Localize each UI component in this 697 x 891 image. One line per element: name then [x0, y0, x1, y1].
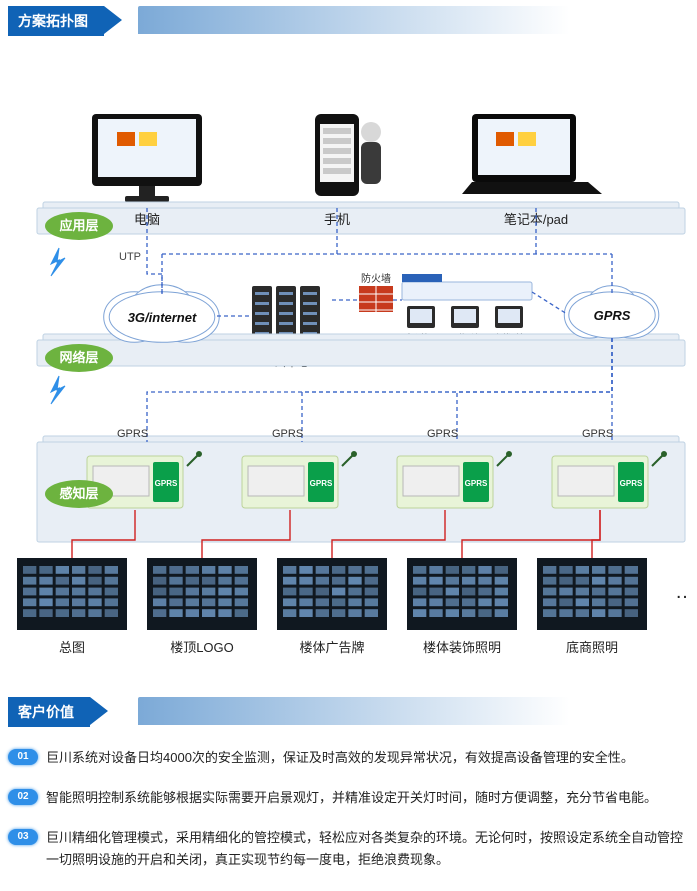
value-text: 巨川系统对设备日均4000次的安全监测，保证及时高效的发现异常状况，有效提高设备… [46, 747, 634, 769]
svg-text:…: … [675, 581, 690, 603]
customer-value-list: 01 巨川系统对设备日均4000次的安全监测，保证及时高效的发现异常状况，有效提高… [8, 747, 689, 871]
svg-text:3G/internet: 3G/internet [128, 310, 197, 325]
value-item: 03 巨川精细化管理模式，采用精细化的管控模式，轻松应对各类复杂的环境。无论何时，… [8, 827, 689, 871]
svg-text:GPRS: GPRS [594, 308, 631, 323]
section-header-topology: 方案拓扑图 [8, 6, 697, 38]
svg-text:GPRS: GPRS [117, 428, 148, 440]
value-index-badge: 01 [8, 749, 38, 765]
svg-text:GPRS: GPRS [310, 479, 333, 488]
svg-text:GPRS: GPRS [427, 428, 458, 440]
svg-text:感知层: 感知层 [59, 486, 98, 501]
topology-svg: 电脑手机笔记本/pad应用层UTP云中心防火墙中心管理服务器通信&注册服务器存储… [7, 42, 690, 672]
svg-text:楼体装饰照明: 楼体装饰照明 [423, 640, 501, 655]
svg-text:总图: 总图 [59, 640, 85, 655]
value-index-badge: 02 [8, 789, 38, 805]
svg-text:防火墙: 防火墙 [361, 272, 391, 285]
value-text: 智能照明控制系统能够根据实际需要开启景观灯，并精准设定开关灯时间，随时方便调整，… [46, 787, 657, 809]
svg-text:GPRS: GPRS [620, 479, 643, 488]
header-fade [138, 6, 678, 34]
svg-text:网络层: 网络层 [59, 350, 98, 365]
svg-text:GPRS: GPRS [155, 479, 178, 488]
section-title: 方案拓扑图 [8, 6, 104, 36]
value-index-badge: 03 [8, 829, 38, 845]
section-title: 客户价值 [8, 697, 90, 727]
svg-text:楼体广告牌: 楼体广告牌 [299, 640, 364, 655]
svg-text:楼顶LOGO: 楼顶LOGO [170, 640, 234, 655]
svg-text:底商照明: 底商照明 [566, 640, 618, 655]
svg-text:GPRS: GPRS [465, 479, 488, 488]
value-text: 巨川精细化管理模式，采用精细化的管控模式，轻松应对各类复杂的环境。无论何时，按照… [46, 827, 689, 871]
svg-text:UTP: UTP [119, 251, 141, 263]
svg-text:GPRS: GPRS [272, 428, 303, 440]
header-fade [138, 697, 678, 725]
section-header-value: 客户价值 [8, 697, 697, 729]
value-item: 02 智能照明控制系统能够根据实际需要开启景观灯，并精准设定开关灯时间，随时方便调… [8, 787, 689, 809]
value-item: 01 巨川系统对设备日均4000次的安全监测，保证及时高效的发现异常状况，有效提高… [8, 747, 689, 769]
svg-text:GPRS: GPRS [582, 428, 613, 440]
topology-diagram: 电脑手机笔记本/pad应用层UTP云中心防火墙中心管理服务器通信&注册服务器存储… [7, 42, 690, 677]
svg-text:应用层: 应用层 [59, 218, 98, 233]
